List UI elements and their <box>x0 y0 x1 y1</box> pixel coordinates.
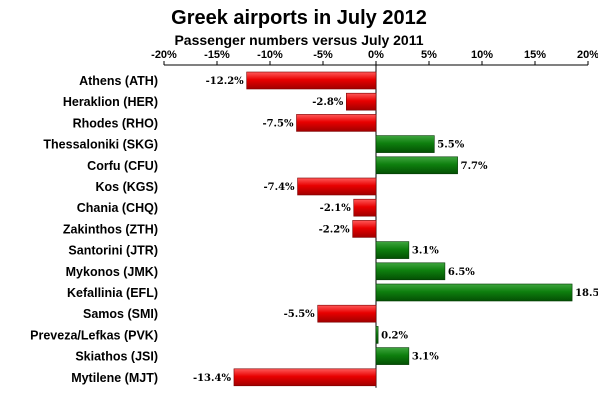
bar <box>296 114 377 132</box>
bar <box>346 92 377 111</box>
bar <box>375 326 379 344</box>
chart-title: Greek airports in July 2012 <box>171 7 427 29</box>
category-label: Chania (CHQ) <box>77 201 158 215</box>
data-label: 18.5% <box>575 288 598 299</box>
data-label: -13.4% <box>193 373 232 384</box>
data-label: 0.2% <box>381 330 408 341</box>
category-label: Kos (KGS) <box>96 180 159 194</box>
data-label: -2.2% <box>319 224 351 235</box>
data-label: -7.5% <box>262 118 294 129</box>
x-tick-label: 10% <box>471 49 493 61</box>
bar <box>375 135 435 153</box>
x-tick-label: 20% <box>577 49 598 61</box>
x-tick-label: -10% <box>257 49 283 61</box>
data-label: 3.1% <box>412 352 439 363</box>
category-label: Heraklion (HER) <box>63 95 158 109</box>
category-label: Samos (SMI) <box>83 307 158 321</box>
bar <box>375 283 573 302</box>
category-label: Kefallinia (EFL) <box>67 286 158 300</box>
bar <box>375 262 446 281</box>
x-tick-label: -20% <box>151 49 177 61</box>
data-label: -2.1% <box>320 203 352 214</box>
data-label: 7.7% <box>461 161 488 172</box>
bar <box>353 198 377 217</box>
x-tick-label: 15% <box>524 49 546 61</box>
chart-subtitle: Passenger numbers versus July 2011 <box>174 32 424 48</box>
bar <box>352 220 377 238</box>
category-label: Rhodes (RHO) <box>73 116 158 130</box>
category-label: Santorini (JTR) <box>68 244 158 258</box>
category-label: Zakinthos (ZTH) <box>63 222 158 236</box>
category-label: Mykonos (JMK) <box>66 265 158 279</box>
bar <box>297 177 377 196</box>
x-tick-label: -5% <box>313 49 333 61</box>
data-label: -5.5% <box>284 309 316 320</box>
bar <box>375 347 410 365</box>
x-tick-label: 0% <box>368 49 384 61</box>
bar <box>375 241 410 259</box>
x-tick-label: 5% <box>421 49 437 61</box>
bar <box>233 368 377 387</box>
bar <box>375 156 458 175</box>
data-label: -7.4% <box>263 182 295 193</box>
category-label: Skiathos (JSI) <box>75 350 158 364</box>
data-label: -2.8% <box>312 97 344 108</box>
x-tick-label: -15% <box>204 49 230 61</box>
category-label: Thessaloniki (SKG) <box>43 138 158 152</box>
data-label: 3.1% <box>412 246 439 257</box>
bar <box>246 71 377 90</box>
data-label: 5.5% <box>437 140 464 151</box>
data-label: -12.2% <box>206 76 245 87</box>
data-label: 6.5% <box>448 267 475 278</box>
bar <box>317 304 377 323</box>
category-label: Corfu (CFU) <box>87 159 158 173</box>
category-label: Preveza/Lefkas (PVK) <box>30 328 158 342</box>
category-label: Mytilene (MJT) <box>71 371 158 385</box>
category-label: Athens (ATH) <box>79 74 158 88</box>
